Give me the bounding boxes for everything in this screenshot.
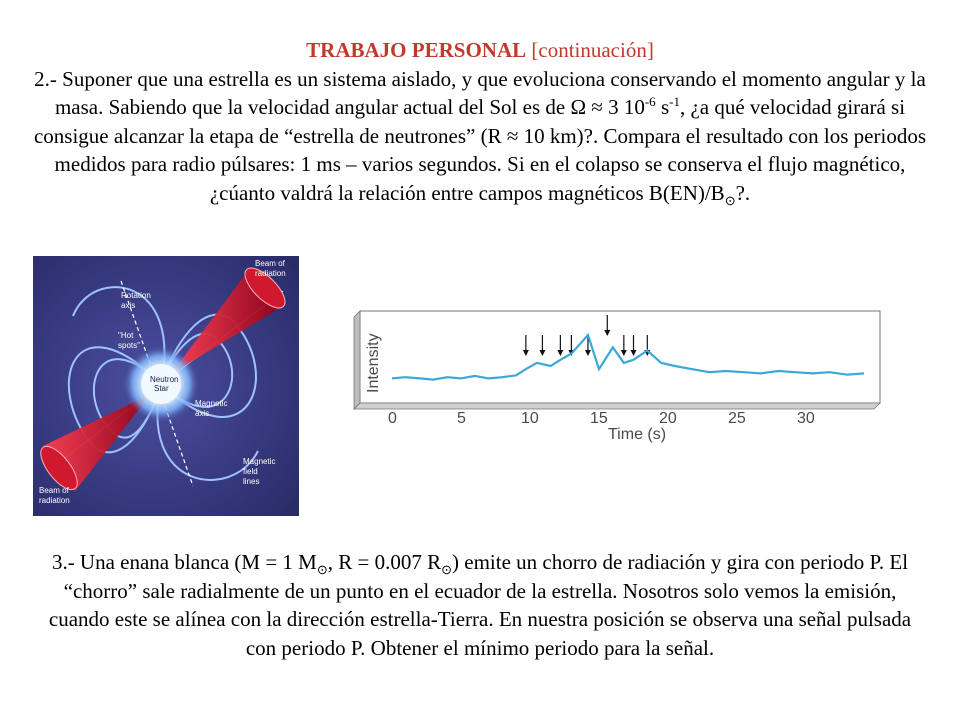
x-tick-label: 0 bbox=[388, 410, 397, 427]
pulse-arrow bbox=[539, 335, 546, 356]
exponent-1: -6 bbox=[644, 94, 656, 110]
problem-2-text: TRABAJO PERSONAL [continuación] 2.- Supo… bbox=[30, 36, 930, 208]
section-title: TRABAJO PERSONAL bbox=[306, 38, 527, 62]
chart-panel-bottom bbox=[353, 402, 881, 410]
label-magnetic-axis-2: axis bbox=[195, 409, 209, 418]
pulse-arrow bbox=[522, 335, 529, 356]
intensity-chart: Intensity 0 5 10 15 20 25 30 Time (s) bbox=[350, 305, 885, 455]
problem-2-part-4: ?. bbox=[735, 180, 751, 205]
intensity-chart-svg: Intensity 0 5 10 15 20 25 30 Time (s) bbox=[353, 310, 881, 443]
label-rotation-2: axis bbox=[121, 301, 135, 310]
x-tick-label: 30 bbox=[797, 410, 815, 427]
x-tick-label: 10 bbox=[521, 410, 539, 427]
problem-3-part-3: ) emite un chorro de radiación y gira co… bbox=[48, 550, 912, 660]
problem-2-part-1: 2.- Suponer que una estrella es un siste… bbox=[34, 66, 926, 120]
problem-2-part-3: , ¿a qué velocidad girará si consigue al… bbox=[33, 95, 927, 205]
chart-panel-side bbox=[353, 310, 361, 410]
exponent-2: -1 bbox=[669, 94, 680, 110]
beam-top bbox=[171, 271, 283, 374]
label-field-lines-1: Magnetic bbox=[243, 457, 275, 466]
label-beam-bottom-1: Beam of bbox=[39, 486, 70, 495]
section-title-continuation: [continuación] bbox=[526, 38, 654, 62]
neutron-star bbox=[141, 364, 181, 404]
pulse-arrow bbox=[604, 315, 611, 336]
y-axis-label: Intensity bbox=[365, 333, 382, 393]
label-hot-spots-1: "Hot bbox=[118, 331, 134, 340]
label-field-lines-2: field bbox=[243, 467, 258, 476]
problem-3-text: 3.- Una enana blanca (M = 1 M⊙, R = 0.00… bbox=[40, 548, 920, 662]
x-tick-label: 20 bbox=[659, 410, 677, 427]
pulse-arrow bbox=[630, 335, 637, 356]
beam-top-cap bbox=[244, 267, 286, 309]
label-hot-spots-2: spots" bbox=[118, 341, 140, 350]
x-axis-ticks: 0 5 10 15 20 25 30 bbox=[388, 410, 815, 427]
label-beam-top-1: Beam of bbox=[255, 259, 286, 268]
pulse-arrow bbox=[620, 335, 627, 356]
pulse-arrow bbox=[557, 335, 564, 356]
label-rotation-1: Rotation bbox=[121, 291, 151, 300]
problem-2-part-2: s bbox=[655, 95, 670, 120]
problem-3-part-2: , R = 0.007 R bbox=[327, 550, 442, 574]
x-tick-label: 15 bbox=[590, 410, 608, 427]
label-magnetic-axis-1: Magnetic bbox=[195, 399, 227, 408]
x-tick-label: 5 bbox=[457, 410, 466, 427]
label-beam-top-2: radiation bbox=[255, 269, 286, 278]
beam-bottom-cap bbox=[40, 445, 78, 491]
problem-3-part-1: 3.- Una enana blanca (M = 1 M bbox=[51, 550, 317, 574]
pulse-arrows bbox=[522, 315, 651, 356]
x-tick-label: 25 bbox=[728, 410, 746, 427]
label-neutron-1: Neutron bbox=[150, 375, 178, 384]
label-neutron-2: Star bbox=[154, 384, 169, 393]
x-axis-label: Time (s) bbox=[608, 426, 666, 443]
pulsar-diagram: Beam of radiation Rotation axis "Hot spots"… bbox=[33, 256, 299, 516]
sun-symbol-radius: ⊙ bbox=[441, 562, 453, 578]
intensity-series-line bbox=[391, 332, 865, 381]
label-beam-bottom-2: radiation bbox=[39, 496, 70, 505]
sun-symbol-mass: ⊙ bbox=[316, 562, 328, 578]
label-field-lines-3: lines bbox=[243, 477, 259, 486]
sun-symbol: ⊙ bbox=[724, 193, 736, 209]
